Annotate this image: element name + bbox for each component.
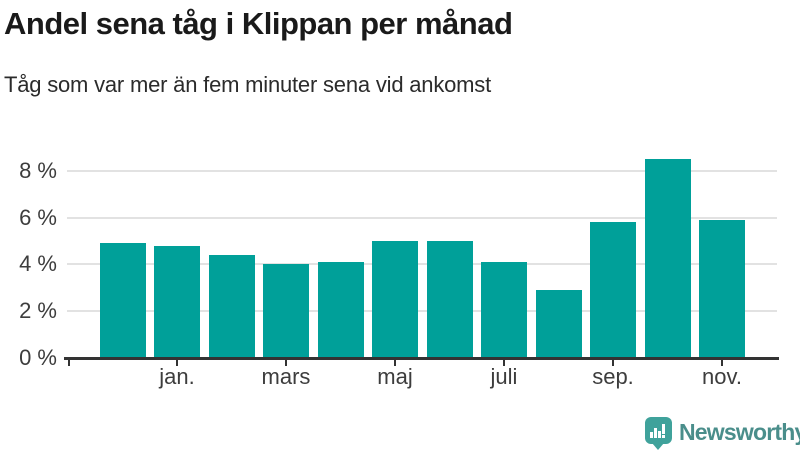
bar-aug.	[535, 290, 582, 358]
bar-dec.	[100, 243, 146, 358]
bar-juli	[481, 262, 528, 358]
bar-feb.	[208, 255, 255, 358]
gridline	[67, 169, 777, 172]
newsworthy-chart-bubble-icon	[645, 417, 672, 444]
x-axis-tick-label: nov.	[702, 364, 742, 389]
x-axis-tick-label: mars	[261, 364, 311, 389]
x-axis-tick	[503, 357, 505, 366]
bar-apr.	[317, 262, 364, 358]
x-axis-line	[64, 357, 779, 360]
bar-maj	[372, 241, 419, 358]
y-axis-tick-label: 2 %	[19, 298, 57, 324]
speech-bubble-tail	[652, 443, 664, 450]
bar-series	[67, 148, 777, 358]
y-axis-tick-label: 0 %	[19, 345, 57, 370]
bar-mars	[263, 264, 310, 358]
bar-jan.	[154, 245, 201, 358]
newsworthy-wordmark: Newsworthy	[679, 419, 800, 445]
x-axis-tick	[68, 357, 70, 366]
bar-sep.	[590, 222, 637, 358]
x-axis-tick	[394, 357, 396, 366]
mini-bar-chart-icon	[650, 424, 665, 438]
x-axis-tick	[285, 357, 287, 366]
x-axis-tick-label: jan.	[159, 364, 195, 389]
chart-title: Andel sena tåg i Klippan per månad	[4, 6, 513, 41]
x-axis-tick-label: sep.	[592, 364, 634, 389]
x-axis-tick	[612, 357, 614, 366]
y-axis-tick-label: 6 %	[19, 204, 57, 230]
x-axis-tick	[721, 357, 723, 366]
gridline	[67, 310, 777, 313]
bar-nov.	[698, 219, 745, 358]
x-axis-tick-label: maj	[377, 364, 413, 389]
x-axis-tick-label: juli	[490, 364, 518, 389]
gridline	[67, 216, 777, 219]
x-axis-tick	[176, 357, 178, 366]
gridline	[67, 263, 777, 266]
bar-okt.	[644, 159, 691, 358]
exclamation-icon	[662, 424, 665, 438]
y-axis-tick-label: 4 %	[19, 251, 57, 277]
chart-subtitle: Tåg som var mer än fem minuter sena vid …	[4, 72, 492, 97]
bar-juni	[426, 241, 473, 358]
y-axis-tick-label: 8 %	[19, 157, 57, 183]
newsworthy-logo: Newsworthy	[645, 416, 800, 450]
